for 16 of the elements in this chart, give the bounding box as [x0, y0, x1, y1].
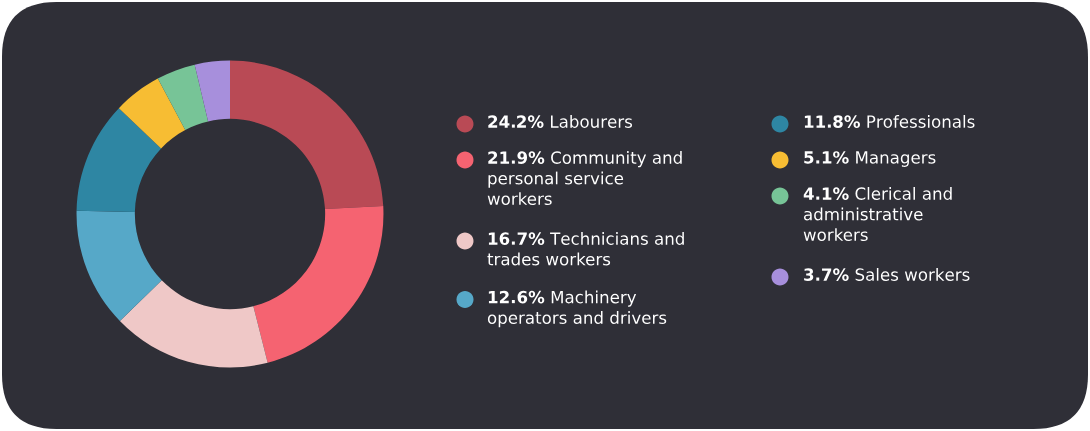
- donut-slice: [157, 64, 209, 131]
- donut-slice: [118, 78, 186, 149]
- legend-label: 5.1% Managers: [804, 151, 936, 167]
- donut-slice: [194, 60, 230, 122]
- donut-slice: [76, 108, 162, 213]
- legend-label: 24.2% Labourers: [488, 115, 633, 128]
- donut-slice: [230, 60, 384, 210]
- legend-label: 21.9% Community and personal service workers: [487, 151, 682, 206]
- legend-label: 11.8% Professionals: [804, 115, 975, 128]
- donut-slice: [119, 280, 268, 368]
- legend-label: 4.1% Clerical and administrative workers: [803, 187, 952, 242]
- donut-slice: [253, 206, 384, 363]
- legend-label: 12.6% Machinery operators and drivers: [487, 290, 667, 328]
- legend-label: 3.7% Sales workers: [804, 268, 970, 281]
- legend-label: 16.7% Technicians and trades workers: [487, 232, 684, 266]
- donut-slice: [76, 210, 162, 321]
